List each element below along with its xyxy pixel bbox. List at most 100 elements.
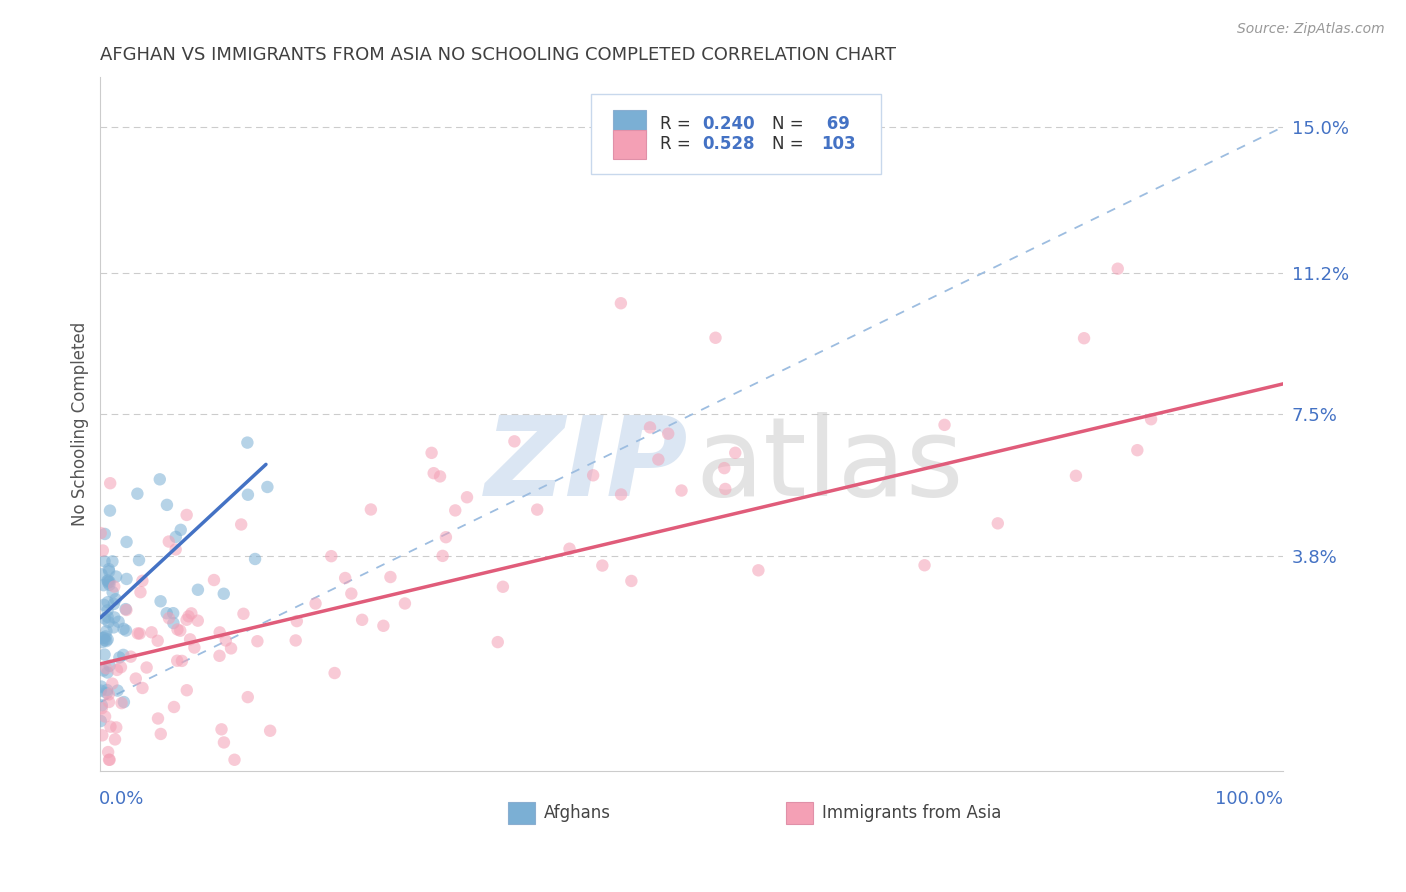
Point	[591, 558, 613, 573]
Point	[104, 592, 127, 607]
Point	[146, 633, 169, 648]
Point	[131, 574, 153, 588]
FancyBboxPatch shape	[592, 95, 882, 174]
Point	[125, 672, 148, 686]
Point	[96, 574, 118, 588]
Point	[380, 570, 402, 584]
Point	[432, 549, 454, 563]
Point	[98, 564, 121, 578]
Point	[110, 660, 132, 674]
Text: Source: ZipAtlas.com: Source: ZipAtlas.com	[1237, 22, 1385, 37]
Text: ZIP: ZIP	[485, 412, 689, 519]
Point	[120, 649, 142, 664]
Point	[96, 624, 118, 639]
Point	[105, 720, 128, 734]
Point	[97, 687, 120, 701]
Point	[100, 720, 122, 734]
Text: R =: R =	[659, 136, 696, 153]
Text: 69: 69	[821, 115, 849, 133]
Point	[112, 622, 135, 636]
Point	[285, 614, 308, 628]
Point	[96, 683, 118, 698]
Point	[1126, 443, 1149, 458]
Point	[128, 626, 150, 640]
Point	[96, 634, 118, 648]
Point	[91, 728, 114, 742]
Point	[256, 480, 278, 494]
Point	[162, 616, 184, 631]
Point	[149, 727, 172, 741]
Point	[128, 553, 150, 567]
Point	[335, 571, 357, 585]
Point	[208, 625, 231, 640]
Point	[444, 503, 467, 517]
Point	[176, 508, 198, 522]
Point	[110, 696, 132, 710]
Point	[503, 434, 526, 449]
Point	[208, 648, 231, 663]
Point	[1073, 331, 1095, 345]
Text: N =: N =	[772, 115, 810, 133]
Point	[157, 534, 180, 549]
Point	[165, 542, 187, 557]
Point	[97, 615, 120, 629]
FancyBboxPatch shape	[786, 802, 813, 824]
Point	[934, 417, 956, 432]
Text: 100.0%: 100.0%	[1215, 790, 1284, 808]
Point	[657, 426, 679, 441]
Point	[434, 530, 457, 544]
Point	[90, 698, 112, 713]
Point	[90, 714, 112, 728]
Point	[526, 502, 548, 516]
Point	[127, 626, 149, 640]
Point	[176, 613, 198, 627]
Point	[429, 469, 451, 483]
Point	[224, 753, 246, 767]
Point	[90, 701, 112, 715]
Text: R =: R =	[659, 115, 696, 133]
Point	[211, 723, 233, 737]
Point	[236, 435, 259, 450]
Point	[97, 575, 120, 590]
Point	[94, 527, 117, 541]
Text: 0.240: 0.240	[703, 115, 755, 133]
Point	[212, 587, 235, 601]
Point	[129, 585, 152, 599]
Point	[321, 549, 343, 564]
Point	[93, 631, 115, 645]
Point	[671, 483, 693, 498]
Point	[97, 562, 120, 576]
Point	[97, 610, 120, 624]
Text: 0.0%: 0.0%	[100, 790, 145, 808]
Text: Afghans: Afghans	[544, 804, 612, 822]
Point	[202, 573, 225, 587]
Point	[97, 632, 120, 647]
Point	[177, 609, 200, 624]
Point	[169, 624, 191, 638]
Point	[179, 632, 201, 647]
Point	[373, 619, 395, 633]
Point	[98, 503, 121, 517]
Text: atlas: atlas	[696, 412, 965, 519]
Point	[101, 585, 124, 599]
Point	[456, 490, 478, 504]
Point	[103, 580, 125, 594]
Point	[96, 686, 118, 700]
FancyBboxPatch shape	[509, 802, 534, 824]
Point	[90, 567, 112, 582]
Point	[98, 476, 121, 491]
Point	[96, 665, 118, 680]
Point	[103, 610, 125, 624]
Point	[394, 597, 416, 611]
Point	[157, 611, 180, 625]
Point	[98, 658, 121, 673]
Point	[219, 641, 242, 656]
Point	[166, 654, 188, 668]
Y-axis label: No Schooling Completed: No Schooling Completed	[72, 322, 89, 526]
Point	[422, 466, 444, 480]
Text: N =: N =	[772, 136, 810, 153]
Point	[103, 597, 125, 611]
Point	[115, 624, 138, 638]
Point	[107, 615, 129, 629]
Point	[170, 654, 193, 668]
